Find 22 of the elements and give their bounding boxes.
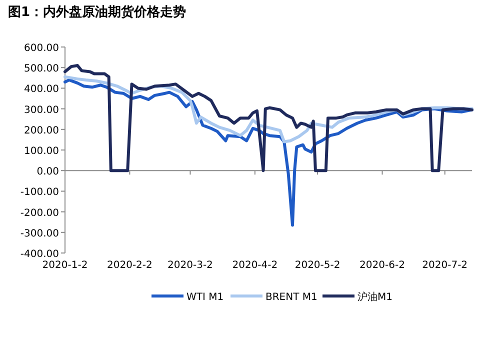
- y-tick-label: 0.00: [36, 166, 59, 178]
- y-tick-label: -400.00: [20, 249, 59, 260]
- x-tick-label: 2020-2-2: [107, 260, 152, 271]
- x-tick-label: 2020-5-2: [294, 260, 340, 271]
- x-tick-label: 2020-6-2: [360, 260, 405, 271]
- y-tick-label: 600.00: [24, 43, 59, 54]
- y-tick-label: 200.00: [24, 125, 59, 136]
- y-tick-label: 500.00: [24, 64, 59, 75]
- y-tick-label: -300.00: [20, 228, 59, 240]
- x-tick-label: 2020-1-2: [42, 260, 88, 271]
- legend-label: 沪油M1: [358, 291, 392, 303]
- legend-label: BRENT M1: [266, 292, 318, 303]
- y-tick-label: -200.00: [20, 208, 59, 219]
- chart-title: 图1：内外盘原油期货价格走势: [8, 4, 186, 20]
- y-tick-label: 100.00: [24, 146, 59, 157]
- legend-label: WTI M1: [186, 292, 224, 303]
- y-tick-label: -100.00: [20, 187, 59, 198]
- x-tick-label: 2020-3-2: [168, 260, 213, 271]
- y-tick-label: 400.00: [24, 84, 59, 96]
- x-tick-label: 2020-7-2: [422, 260, 468, 271]
- y-tick-label: 300.00: [24, 104, 59, 116]
- x-tick-label: 2020-4-2: [232, 260, 278, 271]
